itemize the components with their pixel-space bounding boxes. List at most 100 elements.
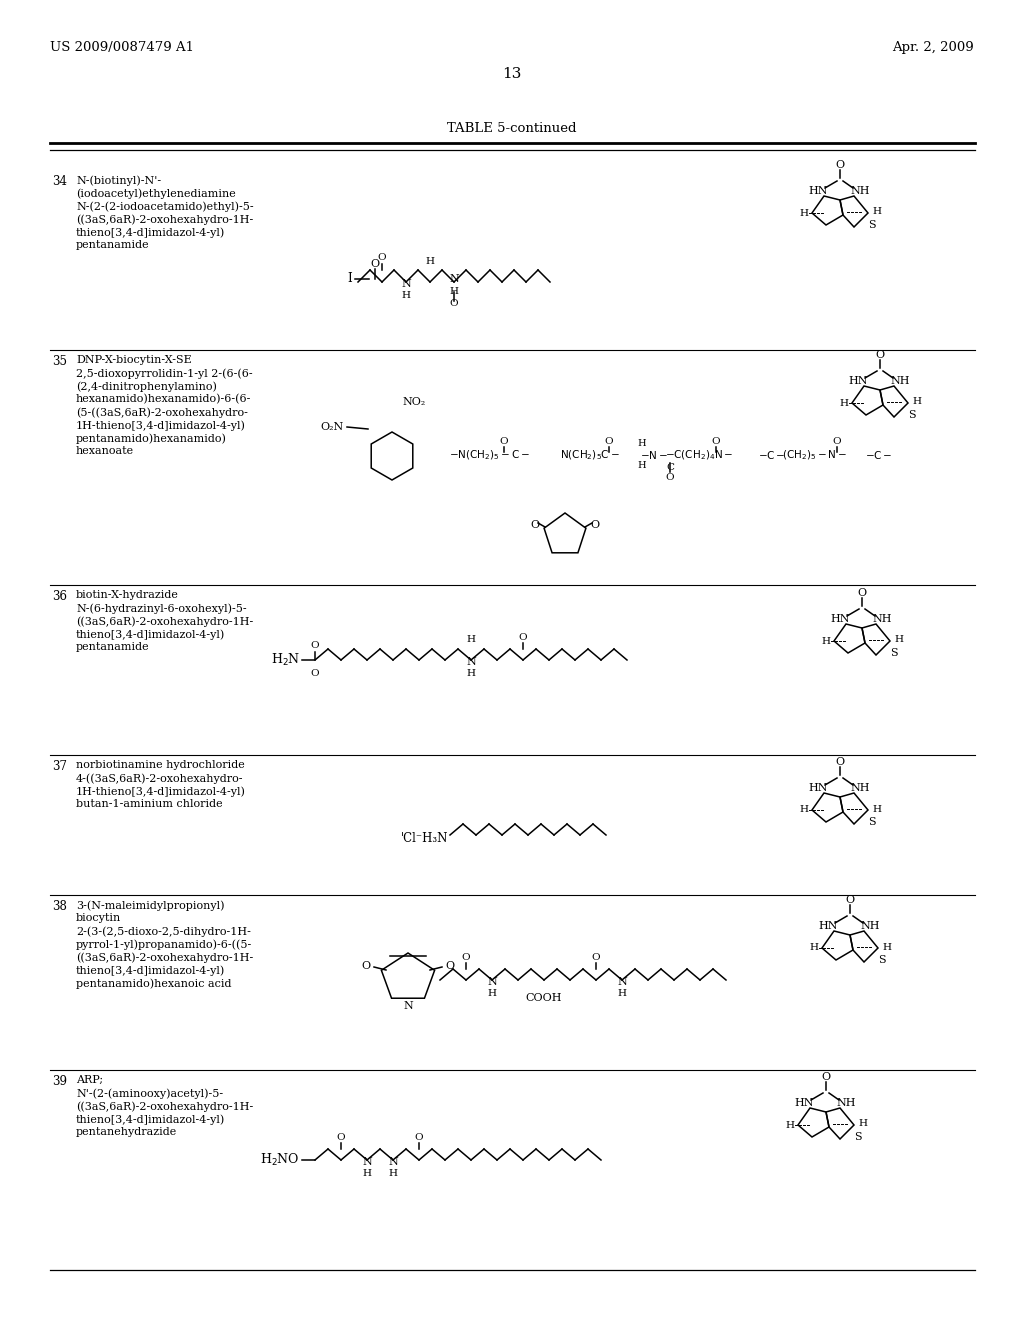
Text: H: H xyxy=(821,636,830,645)
Text: N: N xyxy=(401,279,411,289)
Text: NH: NH xyxy=(890,376,909,385)
Text: H$_2$N: H$_2$N xyxy=(270,652,300,668)
Text: H: H xyxy=(839,399,848,408)
Text: hexanamido)hexanamido)-6-(6-: hexanamido)hexanamido)-6-(6- xyxy=(76,393,251,404)
Text: O: O xyxy=(857,587,866,598)
Text: H: H xyxy=(388,1170,397,1179)
Text: thieno[3,4-d]imidazol-4-yl): thieno[3,4-d]imidazol-4-yl) xyxy=(76,1114,225,1125)
Text: H$_2$NO: H$_2$NO xyxy=(260,1152,300,1168)
Text: thieno[3,4-d]imidazol-4-yl): thieno[3,4-d]imidazol-4-yl) xyxy=(76,965,225,975)
Text: butan-1-aminium chloride: butan-1-aminium chloride xyxy=(76,799,222,809)
Text: N-(biotinyl)-N'-: N-(biotinyl)-N'- xyxy=(76,176,161,186)
Text: O: O xyxy=(666,473,675,482)
Text: (iodoacetyl)ethylenediamine: (iodoacetyl)ethylenediamine xyxy=(76,187,236,198)
Text: biotin-X-hydrazide: biotin-X-hydrazide xyxy=(76,590,179,601)
Text: H: H xyxy=(617,990,627,998)
Text: NH: NH xyxy=(850,783,869,793)
Text: $\mathrm{N(CH_2)_5C}-$: $\mathrm{N(CH_2)_5C}-$ xyxy=(560,449,620,462)
Text: S: S xyxy=(879,954,886,965)
Text: O: O xyxy=(450,300,459,309)
Text: O: O xyxy=(712,437,720,446)
Text: H: H xyxy=(858,1119,867,1129)
Text: N: N xyxy=(403,1001,413,1011)
Text: hexanoate: hexanoate xyxy=(76,446,134,455)
Text: NO₂: NO₂ xyxy=(402,397,425,407)
Text: S: S xyxy=(868,817,876,828)
Text: TABLE 5-continued: TABLE 5-continued xyxy=(447,121,577,135)
Text: H: H xyxy=(467,669,475,678)
Text: H: H xyxy=(912,397,921,407)
Text: S: S xyxy=(854,1133,862,1142)
Text: (2,4-dinitrophenylamino): (2,4-dinitrophenylamino) xyxy=(76,381,217,392)
Text: O: O xyxy=(821,1072,830,1082)
Text: pentanamido)hexanoic acid: pentanamido)hexanoic acid xyxy=(76,978,231,989)
Text: O: O xyxy=(371,259,380,269)
Text: O: O xyxy=(445,961,455,972)
Text: S: S xyxy=(890,648,898,657)
Text: ((3aS,6aR)-2-oxohexahydro-1H-: ((3aS,6aR)-2-oxohexahydro-1H- xyxy=(76,1101,253,1111)
Text: 1H-thieno[3,4-d]imidazol-4-yl): 1H-thieno[3,4-d]imidazol-4-yl) xyxy=(76,785,246,796)
Text: 'Cl⁻H₃N: 'Cl⁻H₃N xyxy=(400,832,449,845)
Text: H: H xyxy=(450,286,459,296)
Text: H: H xyxy=(799,209,808,218)
Text: $-\mathrm{C}-$: $-\mathrm{C}-$ xyxy=(865,449,893,461)
Text: H: H xyxy=(401,292,411,301)
Text: H: H xyxy=(638,461,646,470)
Text: HN: HN xyxy=(818,921,838,931)
Text: O: O xyxy=(378,253,386,263)
Text: 2,5-dioxopyrrolidin-1-yl 2-(6-(6-: 2,5-dioxopyrrolidin-1-yl 2-(6-(6- xyxy=(76,368,253,379)
Text: NH: NH xyxy=(860,921,880,931)
Text: H: H xyxy=(638,438,646,447)
Text: N-(2-(2-iodoacetamido)ethyl)-5-: N-(2-(2-iodoacetamido)ethyl)-5- xyxy=(76,201,254,211)
Text: N: N xyxy=(487,977,497,987)
Text: O: O xyxy=(846,895,855,906)
Text: I: I xyxy=(347,272,352,285)
Text: 1H-thieno[3,4-d]imidazol-4-yl): 1H-thieno[3,4-d]imidazol-4-yl) xyxy=(76,420,246,430)
Text: ((3aS,6aR)-2-oxohexahydro-1H-: ((3aS,6aR)-2-oxohexahydro-1H- xyxy=(76,214,253,224)
Text: 4-((3aS,6aR)-2-oxohexahydro-: 4-((3aS,6aR)-2-oxohexahydro- xyxy=(76,774,244,784)
Text: N-(6-hydrazinyl-6-oxohexyl)-5-: N-(6-hydrazinyl-6-oxohexyl)-5- xyxy=(76,603,247,614)
Text: DNP-X-biocytin-X-SE: DNP-X-biocytin-X-SE xyxy=(76,355,191,366)
Text: 37: 37 xyxy=(52,760,67,774)
Text: O: O xyxy=(605,437,613,446)
Text: 2-(3-(2,5-dioxo-2,5-dihydro-1H-: 2-(3-(2,5-dioxo-2,5-dihydro-1H- xyxy=(76,927,251,937)
Text: ((3aS,6aR)-2-oxohexahydro-1H-: ((3aS,6aR)-2-oxohexahydro-1H- xyxy=(76,616,253,627)
Text: NH: NH xyxy=(850,186,869,195)
Text: $-\mathrm{C(CH_2)_4N}-$: $-\mathrm{C(CH_2)_4N}-$ xyxy=(665,449,733,462)
Text: $-\mathrm{C}-$: $-\mathrm{C}-$ xyxy=(758,449,785,461)
Text: O: O xyxy=(592,953,600,961)
Text: HN: HN xyxy=(808,186,827,195)
Text: O: O xyxy=(310,642,319,651)
Text: H: H xyxy=(799,805,808,814)
Text: N: N xyxy=(450,275,459,284)
Text: H: H xyxy=(809,944,818,953)
Text: N: N xyxy=(362,1158,372,1167)
Text: $-\mathrm{N}-$: $-\mathrm{N}-$ xyxy=(640,449,668,461)
Text: O: O xyxy=(876,350,885,360)
Text: H: H xyxy=(872,207,881,216)
Text: C: C xyxy=(666,462,674,471)
Text: H: H xyxy=(894,635,903,644)
Text: O: O xyxy=(337,1133,345,1142)
Text: pentanamide: pentanamide xyxy=(76,642,150,652)
Text: HN: HN xyxy=(848,376,867,385)
Text: O₂N: O₂N xyxy=(321,422,344,432)
Text: O: O xyxy=(833,437,842,446)
Text: N: N xyxy=(466,657,476,667)
Text: COOH: COOH xyxy=(525,993,562,1003)
Text: H: H xyxy=(882,942,891,952)
Text: pyrrol-1-yl)propanamido)-6-((5-: pyrrol-1-yl)propanamido)-6-((5- xyxy=(76,939,252,949)
Text: ((3aS,6aR)-2-oxohexahydro-1H-: ((3aS,6aR)-2-oxohexahydro-1H- xyxy=(76,952,253,962)
Text: O: O xyxy=(462,953,470,961)
Text: norbiotinamine hydrochloride: norbiotinamine hydrochloride xyxy=(76,760,245,770)
Text: biocytin: biocytin xyxy=(76,913,121,923)
Text: pentanamide: pentanamide xyxy=(76,240,150,249)
Text: N: N xyxy=(617,977,627,987)
Text: H: H xyxy=(467,635,475,644)
Text: thieno[3,4-d]imidazol-4-yl): thieno[3,4-d]imidazol-4-yl) xyxy=(76,227,225,238)
Text: 13: 13 xyxy=(503,67,521,81)
Text: pentanamido)hexanamido): pentanamido)hexanamido) xyxy=(76,433,227,444)
Text: 3-(N-maleimidylpropionyl): 3-(N-maleimidylpropionyl) xyxy=(76,900,224,911)
Text: H: H xyxy=(785,1121,794,1130)
Text: 39: 39 xyxy=(52,1074,67,1088)
